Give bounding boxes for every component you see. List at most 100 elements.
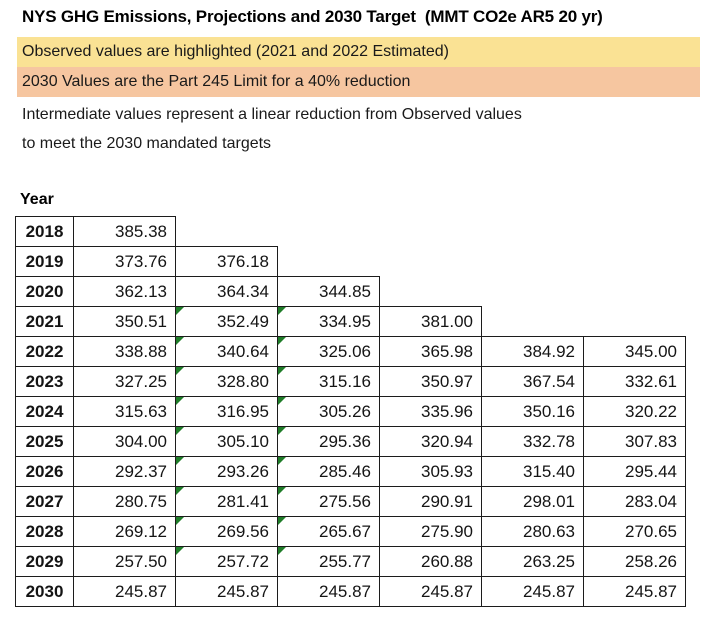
value-cell: 269.56 (175, 516, 278, 547)
value-cell: 328.80 (175, 366, 278, 397)
note-intermediate-values: Intermediate values represent a linear r… (22, 100, 522, 158)
value-cell: 293.26 (175, 456, 278, 487)
estimated-flag-icon (176, 457, 184, 465)
estimated-flag-icon (278, 307, 286, 315)
value-cell: 245.87 (73, 576, 176, 607)
year-cell: 2025 (15, 426, 74, 457)
estimated-flag-icon (278, 457, 286, 465)
estimated-flag-icon (176, 427, 184, 435)
year-cell: 2021 (15, 306, 74, 337)
value-cell: 245.87 (277, 576, 380, 607)
note-2030-limit: 2030 Values are the Part 245 Limit for a… (17, 67, 700, 97)
value-cell: 352.49 (175, 306, 278, 337)
value-cell: 265.67 (277, 516, 380, 547)
estimated-flag-icon (176, 487, 184, 495)
value-cell: 260.88 (379, 546, 482, 577)
value-cell: 345.00 (583, 336, 686, 367)
estimated-flag-icon (176, 397, 184, 405)
value-cell: 305.26 (277, 396, 380, 427)
value-cell: 350.51 (73, 306, 176, 337)
value-cell: 315.16 (277, 366, 380, 397)
value-cell: 325.06 (277, 336, 380, 367)
table-row: 2027 280.75 281.41 275.56 290.91 298.01 283.04 (15, 486, 686, 517)
value-cell: 298.01 (481, 486, 584, 517)
value-cell: 285.46 (277, 456, 380, 487)
table-row: 2020 362.13 364.34 344.85 (15, 276, 686, 307)
year-column-header: Year (20, 191, 54, 208)
value-cell: 327.25 (73, 366, 176, 397)
year-cell: 2024 (15, 396, 74, 427)
emissions-table: 2018 385.38 2019 373.76 376.18 2020 362.13 364.… (15, 216, 686, 607)
value-cell: 350.97 (379, 366, 482, 397)
value-cell: 280.75 (73, 486, 176, 517)
year-cell: 2026 (15, 456, 74, 487)
value-cell: 245.87 (379, 576, 482, 607)
year-cell: 2020 (15, 276, 74, 307)
estimated-flag-icon (176, 337, 184, 345)
year-cell: 2019 (15, 246, 74, 277)
value-cell: 320.94 (379, 426, 482, 457)
estimated-flag-icon (278, 547, 286, 555)
table-row: 2023 327.25 328.80 315.16 350.97 367.54 332.61 (15, 366, 686, 397)
value-cell: 275.56 (277, 486, 380, 517)
value-cell: 245.87 (175, 576, 278, 607)
table-row: 2029 257.50 257.72 255.77 260.88 263.25 258.26 (15, 546, 686, 577)
value-cell: 340.64 (175, 336, 278, 367)
table-row: 2028 269.12 269.56 265.67 275.90 280.63 270.65 (15, 516, 686, 547)
value-cell: 315.63 (73, 396, 176, 427)
page-title: NYS GHG Emissions, Projections and 2030 … (22, 7, 603, 26)
table-row: 2025 304.00 305.10 295.36 320.94 332.78 307.83 (15, 426, 686, 457)
value-cell: 305.93 (379, 456, 482, 487)
year-cell: 2028 (15, 516, 74, 547)
value-cell: 307.83 (583, 426, 686, 457)
estimated-flag-icon (278, 337, 286, 345)
value-cell: 305.10 (175, 426, 278, 457)
value-cell: 315.40 (481, 456, 584, 487)
table-row: 2022 338.88 340.64 325.06 365.98 384.92 345.00 (15, 336, 686, 367)
year-cell: 2027 (15, 486, 74, 517)
value-cell: 332.61 (583, 366, 686, 397)
value-cell: 338.88 (73, 336, 176, 367)
value-cell: 290.91 (379, 486, 482, 517)
value-cell: 376.18 (175, 246, 278, 277)
value-cell: 362.13 (73, 276, 176, 307)
estimated-flag-icon (176, 307, 184, 315)
year-cell: 2018 (15, 216, 74, 247)
estimated-flag-icon (278, 487, 286, 495)
estimated-flag-icon (278, 427, 286, 435)
value-cell: 320.22 (583, 396, 686, 427)
year-cell: 2023 (15, 366, 74, 397)
value-cell: 381.00 (379, 306, 482, 337)
table-row: 2024 315.63 316.95 305.26 335.96 350.16 320.22 (15, 396, 686, 427)
value-cell: 367.54 (481, 366, 584, 397)
estimated-flag-icon (278, 397, 286, 405)
table-row: 2030 245.87 245.87 245.87 245.87 245.87 245.87 (15, 576, 686, 607)
note-intermediate-line2: to meet the 2030 mandated targets (22, 135, 272, 152)
value-cell: 385.38 (73, 216, 176, 247)
value-cell: 269.12 (73, 516, 176, 547)
table-row: 2019 373.76 376.18 (15, 246, 686, 277)
estimated-flag-icon (278, 367, 286, 375)
table-row: 2026 292.37 293.26 285.46 305.93 315.40 295.44 (15, 456, 686, 487)
value-cell: 280.63 (481, 516, 584, 547)
note-observed-values: Observed values are highlighted (2021 an… (17, 37, 700, 67)
value-cell: 283.04 (583, 486, 686, 517)
table-row: 2018 385.38 (15, 216, 686, 247)
value-cell: 270.65 (583, 516, 686, 547)
value-cell: 304.00 (73, 426, 176, 457)
value-cell: 364.34 (175, 276, 278, 307)
value-cell: 245.87 (583, 576, 686, 607)
value-cell: 275.90 (379, 516, 482, 547)
value-cell: 332.78 (481, 426, 584, 457)
note-intermediate-line1: Intermediate values represent a linear r… (22, 106, 522, 123)
value-cell: 295.44 (583, 456, 686, 487)
estimated-flag-icon (278, 517, 286, 525)
value-cell: 373.76 (73, 246, 176, 277)
value-cell: 257.50 (73, 546, 176, 577)
value-cell: 292.37 (73, 456, 176, 487)
value-cell: 350.16 (481, 396, 584, 427)
emissions-table-body: 2018 385.38 2019 373.76 376.18 2020 362.13 364.… (15, 216, 686, 607)
value-cell: 344.85 (277, 276, 380, 307)
estimated-flag-icon (176, 547, 184, 555)
value-cell: 258.26 (583, 546, 686, 577)
